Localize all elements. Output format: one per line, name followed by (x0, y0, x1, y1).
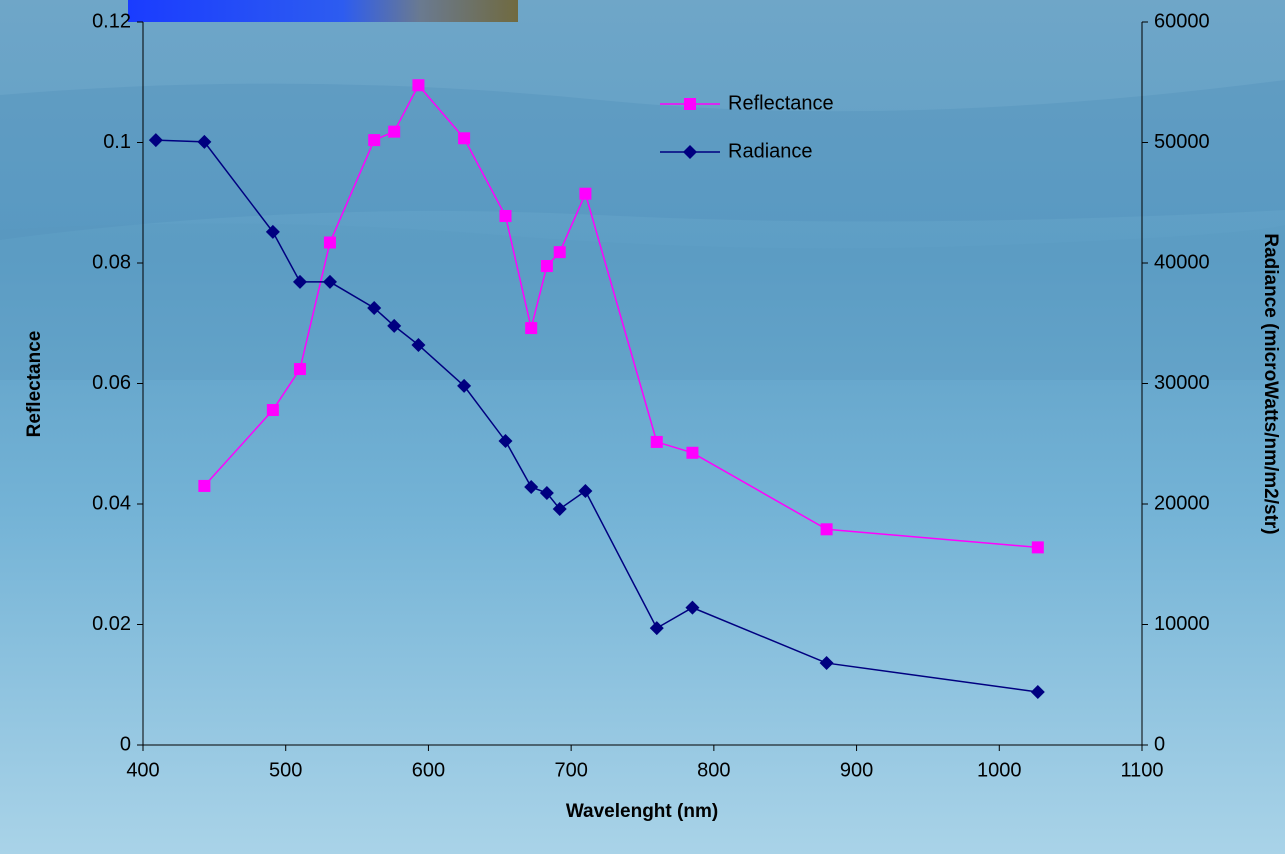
marker (499, 210, 511, 222)
y-tick-label: 0 (120, 733, 131, 755)
marker (368, 134, 380, 146)
x-axis-title: Wavelenght (nm) (566, 801, 718, 822)
y2-axis-title: Radiance (microWatts/nm/m2/str) (1260, 233, 1281, 534)
legend-label: Reflectance (728, 92, 834, 114)
header-strip (128, 0, 518, 22)
marker (686, 447, 698, 459)
marker (1032, 541, 1044, 553)
legend-label: Radiance (728, 140, 813, 162)
chart: Wavelenght (nm) Reflectance Radiance (mi… (0, 0, 1285, 854)
x-tick-label: 800 (697, 759, 730, 781)
x-tick-label: 700 (554, 759, 587, 781)
x-tick-label: 500 (269, 759, 302, 781)
x-tick-label: 900 (840, 759, 873, 781)
x-tick-label: 400 (126, 759, 159, 781)
marker (554, 246, 566, 258)
y-axis-title: Reflectance (24, 331, 45, 438)
y2-tick-label: 60000 (1154, 10, 1210, 32)
x-tick-label: 600 (412, 759, 445, 781)
y2-tick-label: 20000 (1154, 492, 1210, 514)
y2-tick-label: 40000 (1154, 251, 1210, 273)
marker (651, 436, 663, 448)
mountain-band (0, 224, 1285, 380)
y-tick-label: 0.06 (92, 372, 131, 394)
marker (579, 188, 591, 200)
x-tick-label: 1100 (1120, 759, 1163, 781)
marker (684, 98, 696, 110)
y2-tick-label: 50000 (1154, 131, 1210, 153)
y2-tick-label: 10000 (1154, 613, 1210, 635)
marker (541, 260, 553, 272)
marker (458, 132, 470, 144)
y2-tick-label: 30000 (1154, 372, 1210, 394)
marker (525, 322, 537, 334)
marker (412, 79, 424, 91)
marker (294, 363, 306, 375)
marker (198, 480, 210, 492)
y2-tick-label: 0 (1154, 733, 1165, 755)
marker (267, 404, 279, 416)
y-tick-label: 0.1 (103, 131, 131, 153)
marker (324, 237, 336, 249)
y-tick-label: 0.12 (92, 10, 131, 32)
marker (388, 126, 400, 138)
y-tick-label: 0.02 (92, 613, 131, 635)
y-tick-label: 0.04 (92, 492, 131, 514)
marker (821, 523, 833, 535)
x-tick-label: 1000 (977, 759, 1022, 781)
y-tick-label: 0.08 (92, 251, 131, 273)
mountain-band (0, 80, 1285, 240)
